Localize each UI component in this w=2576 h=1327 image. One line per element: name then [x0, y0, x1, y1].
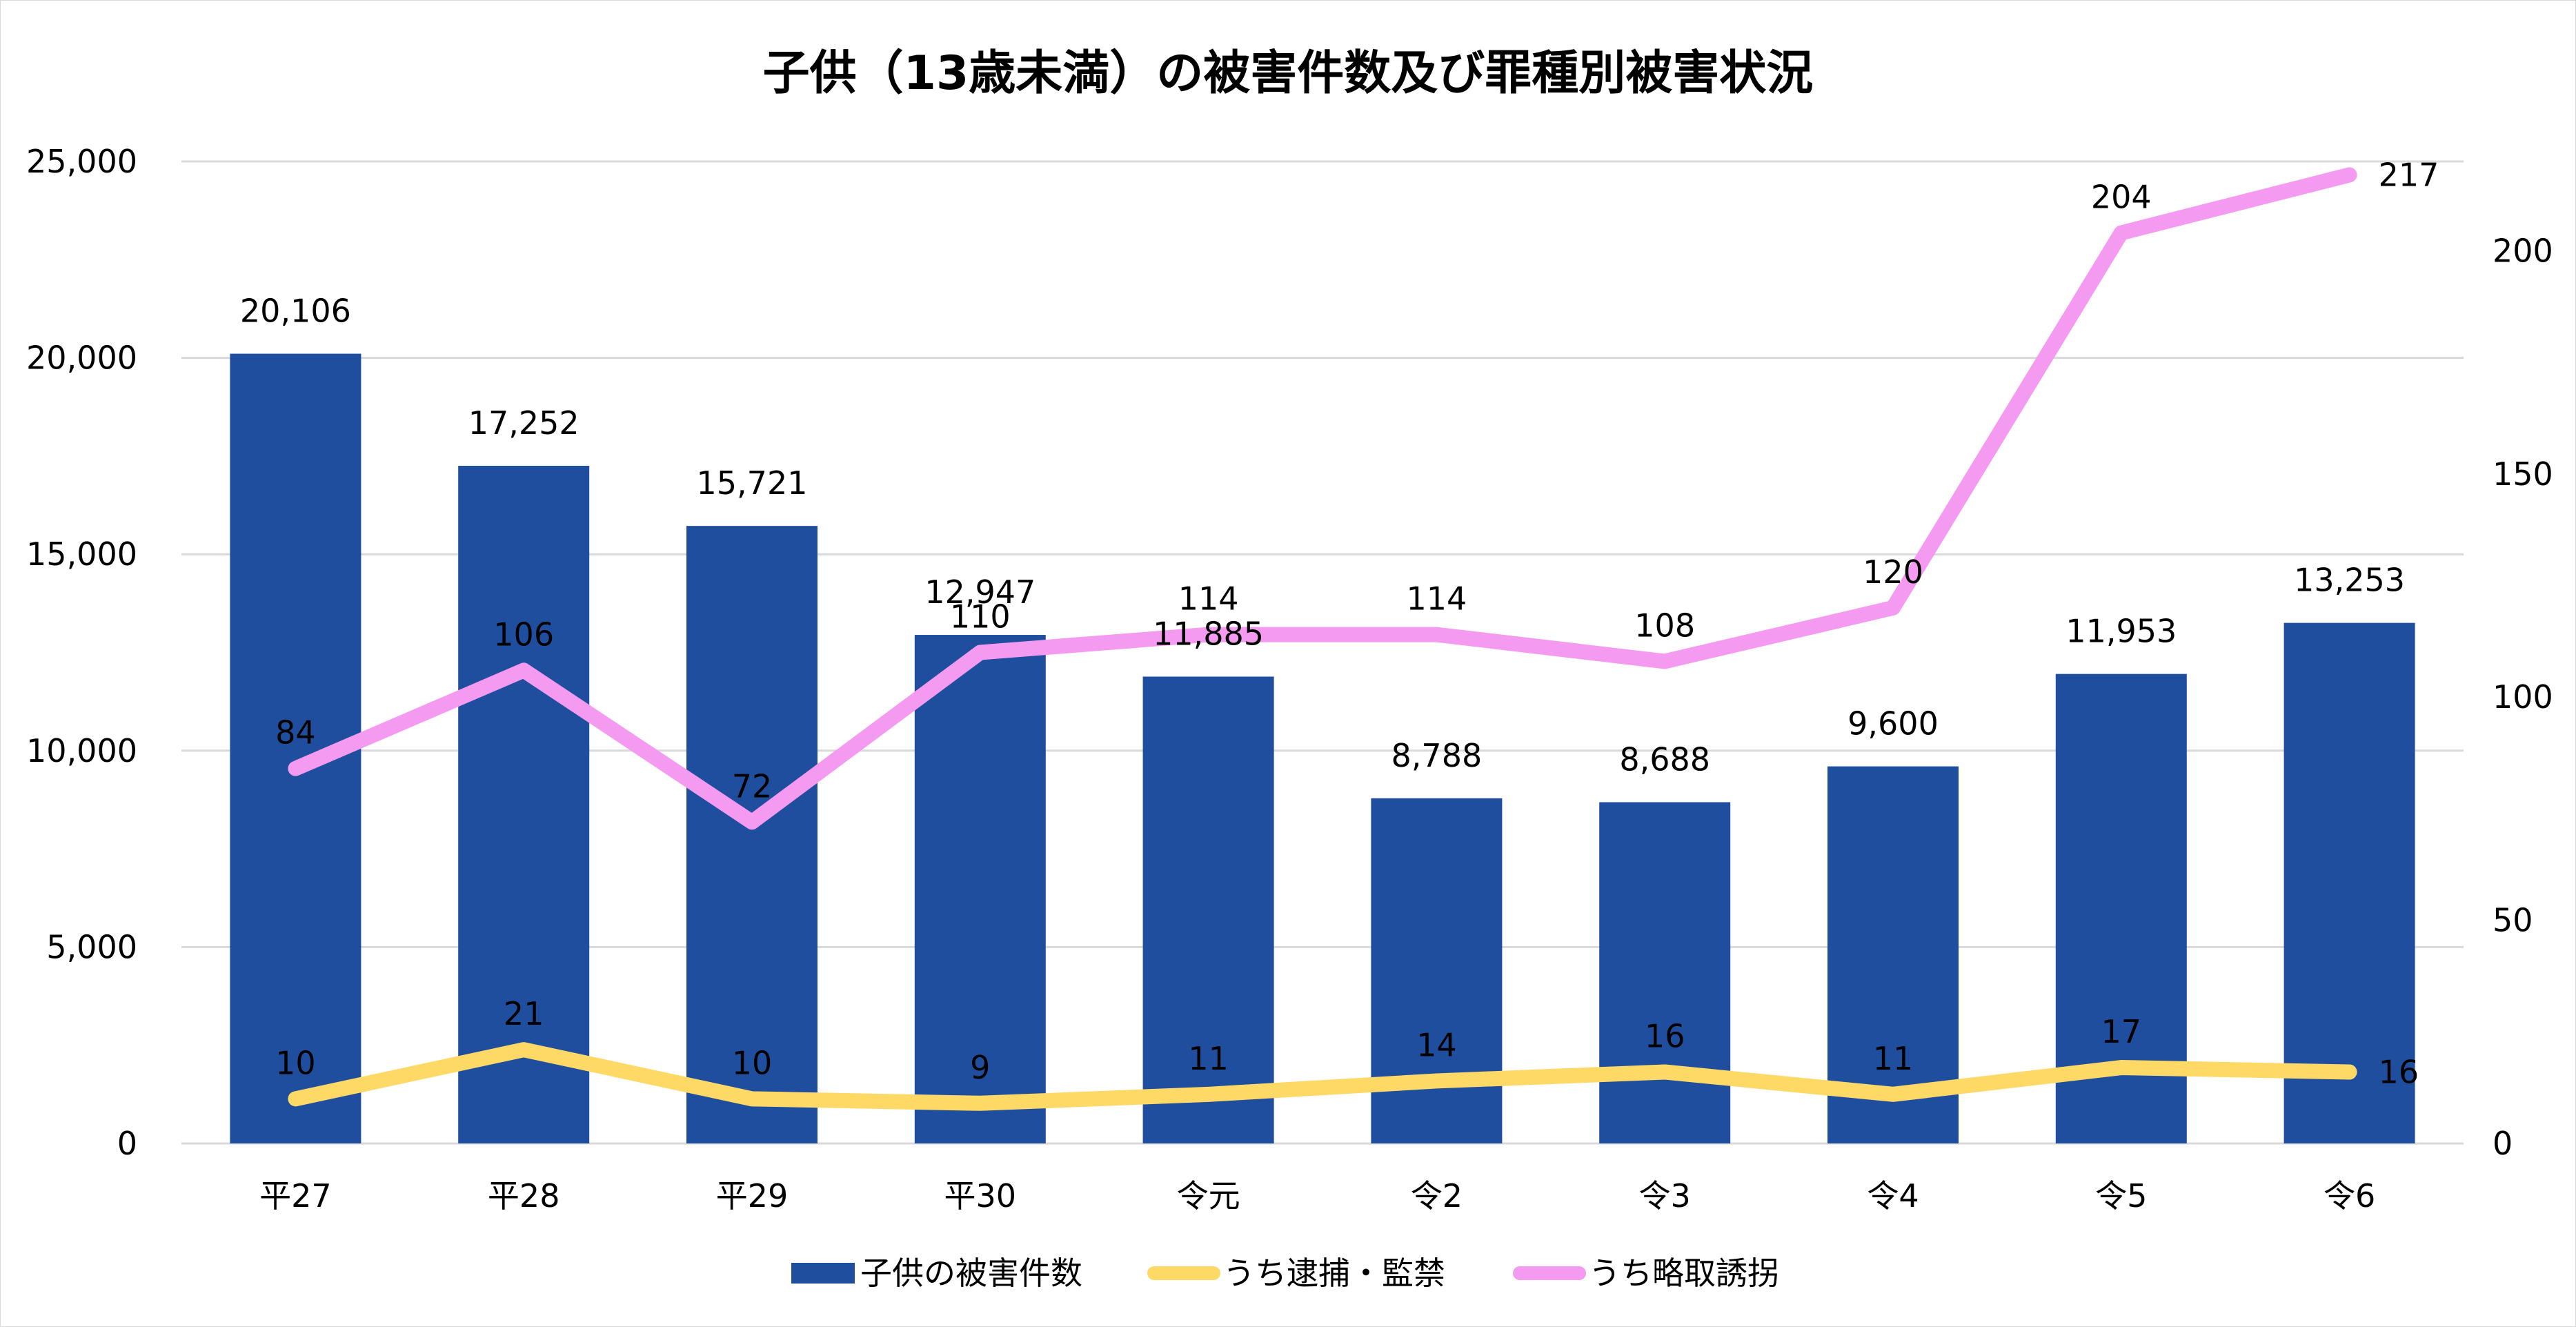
bar-data-label: 15,721	[697, 464, 808, 502]
legend-label: 子供の被害件数	[860, 1255, 1082, 1292]
bar-data-label: 11,885	[1153, 616, 1264, 653]
line-data-label: 110	[950, 598, 1011, 636]
bar	[458, 466, 590, 1143]
bar-data-label: 12,947	[924, 573, 1036, 611]
line-data-label: 21	[504, 995, 544, 1032]
bar	[686, 526, 818, 1143]
legend-swatch-bar	[791, 1263, 855, 1284]
line-data-label: 11	[1188, 1040, 1229, 1077]
line-series	[288, 167, 2357, 1111]
bar	[1599, 802, 1731, 1143]
left-axis: 0 5,000 10,000 15,000 20,000 25,000	[26, 143, 137, 1162]
line-point	[1663, 1070, 1667, 1074]
line-point	[750, 820, 754, 825]
x-tick-label: 令元	[1177, 1177, 1240, 1215]
line-data-label: 17	[2101, 1013, 2142, 1050]
bar-series	[230, 353, 2415, 1144]
bar-data-label: 20,106	[240, 293, 351, 330]
line-data-label: 14	[1416, 1026, 1457, 1063]
bar	[2283, 622, 2415, 1143]
line-data-label: 217	[2379, 156, 2439, 193]
line-point	[2347, 1070, 2352, 1074]
line-point	[522, 668, 526, 673]
y-left-tick-label: 25,000	[26, 143, 137, 180]
line-data-label: 72	[732, 767, 773, 805]
line-data-label: 11	[1873, 1040, 1914, 1077]
bar	[914, 635, 1046, 1143]
line-data-label: 114	[1178, 580, 1239, 618]
line-point	[1663, 659, 1667, 664]
bar-data-label: 13,253	[2294, 562, 2405, 599]
bar-data-label: 11,953	[2065, 613, 2177, 650]
line-data-label: 114	[1406, 580, 1467, 618]
series-line	[288, 1042, 2357, 1111]
line-point	[750, 1097, 754, 1101]
line-point	[2119, 1065, 2123, 1070]
line-data-label: 10	[732, 1044, 773, 1081]
x-tick-label: 令4	[1867, 1177, 1919, 1215]
line-point	[293, 766, 298, 771]
line-point	[978, 650, 982, 655]
series-line	[288, 167, 2357, 830]
line-point	[2119, 230, 2123, 235]
y-left-tick-label: 0	[117, 1125, 137, 1162]
line-data-label: 84	[275, 714, 316, 751]
line-point	[522, 1048, 526, 1052]
x-tick-label: 令5	[2095, 1177, 2147, 1215]
data-labels: 20,106 17,252 15,721 12,947 11,885 8,788 8,688…	[240, 156, 2439, 1090]
x-tick-label: 令6	[2324, 1177, 2375, 1215]
bar-data-label: 9,600	[1847, 705, 1939, 743]
line-point	[1891, 1092, 1895, 1097]
y-left-tick-label: 15,000	[26, 535, 137, 573]
line-data-label: 16	[1645, 1018, 1685, 1055]
chart-title: 子供（13歳未満）の被害件数及び罪種別被害状況	[763, 46, 1814, 101]
line-point	[1206, 632, 1211, 637]
x-tick-label: 平28	[488, 1177, 560, 1215]
line-point	[1206, 1092, 1211, 1097]
x-tick-label: 令2	[1411, 1177, 1463, 1215]
y-left-tick-label: 5,000	[46, 928, 137, 965]
x-tick-label: 平27	[259, 1177, 332, 1215]
line-data-label: 10	[275, 1044, 316, 1081]
y-right-tick-label: 100	[2493, 678, 2553, 716]
y-left-tick-label: 10,000	[26, 732, 137, 769]
line-point	[1434, 632, 1439, 637]
bar-data-label: 8,788	[1391, 737, 1483, 774]
y-right-tick-label: 150	[2493, 455, 2553, 493]
line-data-label: 120	[1863, 553, 1923, 591]
line-point	[1434, 1079, 1439, 1083]
y-right-tick-label: 50	[2493, 902, 2533, 939]
line-point	[2347, 173, 2352, 177]
line-point	[978, 1101, 982, 1105]
line-point	[1891, 605, 1895, 610]
legend-label: うち逮捕・監禁	[1223, 1255, 1445, 1292]
line-data-label: 9	[970, 1049, 990, 1086]
line-data-label: 106	[493, 616, 554, 653]
bar	[1142, 676, 1274, 1143]
legend-label: うち略取誘拐	[1589, 1255, 1779, 1292]
bar-data-label: 17,252	[468, 404, 579, 442]
line-data-label: 16	[2379, 1054, 2419, 1091]
y-right-tick-label: 0	[2493, 1125, 2513, 1162]
x-tick-label: 平30	[944, 1177, 1017, 1215]
bar-data-label: 8,688	[1619, 740, 1710, 778]
x-axis: 平27 平28 平29 平30 令元 令2 令3 令4 令5 令6	[259, 1177, 2375, 1215]
line-point	[293, 1097, 298, 1101]
bar	[1827, 766, 1959, 1143]
line-data-label: 108	[1634, 607, 1695, 644]
line-data-label: 204	[2091, 178, 2152, 215]
legend: 子供の被害件数 うち逮捕・監禁 うち略取誘拐	[791, 1255, 1779, 1292]
y-left-tick-label: 20,000	[26, 340, 137, 377]
x-tick-label: 平29	[716, 1177, 789, 1215]
x-tick-label: 令3	[1639, 1177, 1691, 1215]
right-axis: 0 50 100 150 200	[2493, 232, 2553, 1162]
y-right-tick-label: 200	[2493, 232, 2553, 269]
bar	[1371, 798, 1503, 1143]
